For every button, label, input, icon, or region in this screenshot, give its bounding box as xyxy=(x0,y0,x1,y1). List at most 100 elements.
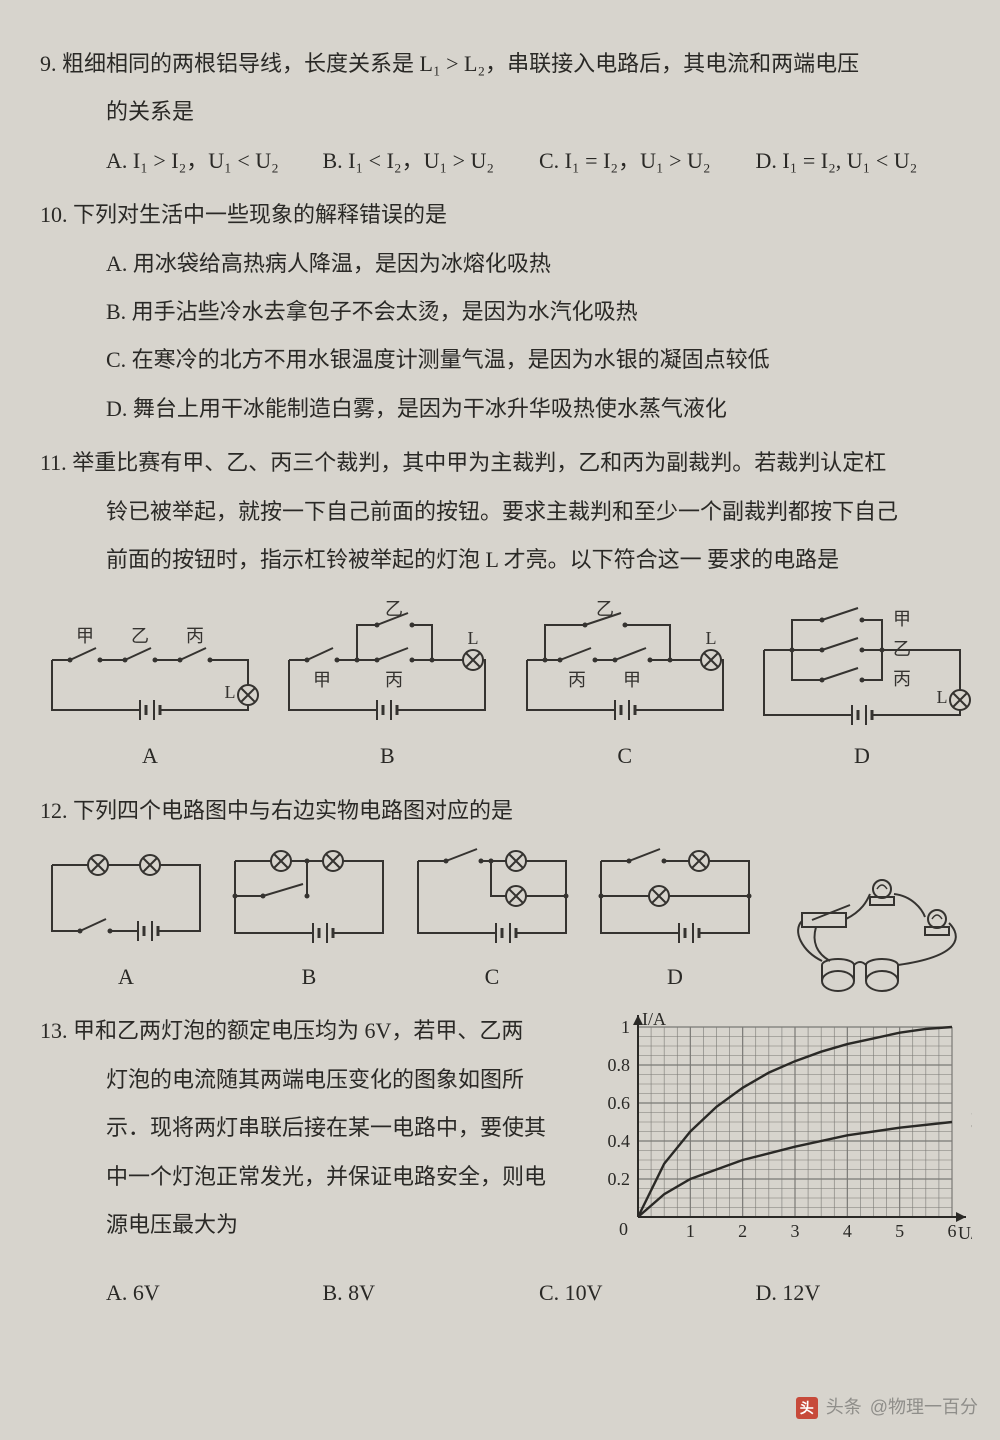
q11-circuit-d-svg: 甲乙丙L xyxy=(752,590,972,730)
svg-text:甲: 甲 xyxy=(970,1016,972,1038)
q12-circuit-b-svg xyxy=(223,841,395,951)
q12-circuits: A B C D xyxy=(40,841,972,1001)
q12-stem: 12. 下列四个电路图中与右边实物电路图对应的是 xyxy=(40,787,972,835)
svg-text:乙: 乙 xyxy=(596,599,614,619)
svg-text:L: L xyxy=(225,682,236,702)
svg-text:丙: 丙 xyxy=(385,670,403,690)
q10-text: 下列对生活中一些现象的解释错误的是 xyxy=(73,202,447,227)
q11-num: 11. xyxy=(40,450,67,475)
question-9: 9. 粗细相同的两根铝导线，长度关系是 L₁ > L₂，串联接入电路后，其电流和… xyxy=(40,40,972,185)
q12-label-c: C xyxy=(485,953,500,1001)
svg-text:1: 1 xyxy=(621,1017,630,1037)
q11-circuit-c: 丙 甲 乙 L C xyxy=(515,590,735,780)
svg-text:0.4: 0.4 xyxy=(608,1131,631,1151)
svg-text:乙: 乙 xyxy=(970,1111,972,1133)
q11-text-2: 铃已被举起，就按一下自己前面的按钮。要求主裁判和至少一个副裁判都按下自己 xyxy=(40,488,972,536)
svg-text:2: 2 xyxy=(738,1221,747,1241)
q13-opt-d: D. 12V xyxy=(756,1269,973,1317)
q11-circuits: L甲乙丙 A 甲乙丙L B 丙甲乙L C 甲乙丙L D xyxy=(40,590,972,780)
q12-circuit-c: C xyxy=(406,841,578,1001)
svg-text:3: 3 xyxy=(791,1221,800,1241)
q13-opt-b: B. 8V xyxy=(323,1269,540,1317)
q13-options: A. 6V B. 8V C. 10V D. 12V xyxy=(40,1269,972,1317)
q12-circuit-a-svg xyxy=(40,841,212,951)
q9-num: 9. xyxy=(40,51,57,76)
watermark-brand: 头条 xyxy=(826,1388,862,1428)
q13-opt-c: C. 10V xyxy=(539,1269,756,1317)
svg-text:甲: 甲 xyxy=(313,670,331,690)
q11-label-d: D xyxy=(854,732,870,780)
q12-circuit-c-svg xyxy=(406,841,578,951)
question-11: 11. 举重比赛有甲、乙、丙三个裁判，其中甲为主裁判，乙和丙为副裁判。若裁判认定… xyxy=(40,439,972,781)
q9-text-2: 的关系是 xyxy=(40,88,972,136)
q11-text-1: 举重比赛有甲、乙、丙三个裁判，其中甲为主裁判，乙和丙为副裁判。若裁判认定杠 xyxy=(72,450,886,475)
question-12: 12. 下列四个电路图中与右边实物电路图对应的是 A B C D xyxy=(40,787,972,1002)
q11-circuit-a: L 甲 乙 丙 A xyxy=(40,590,260,780)
svg-text:6: 6 xyxy=(948,1221,957,1241)
q11-circuit-a-svg: L 甲 乙 丙 xyxy=(40,590,260,730)
svg-text:乙: 乙 xyxy=(385,599,403,619)
q11-text-3: 前面的按钮时，指示杠铃被举起的灯泡 L 才亮。以下符合这一 要求的电路是 xyxy=(40,536,972,584)
svg-text:L: L xyxy=(468,628,479,648)
q12-label-a: A xyxy=(118,953,134,1001)
q12-label-d: D xyxy=(667,953,683,1001)
q12-circuit-a: A xyxy=(40,841,212,1001)
toutiao-logo-icon: 头 xyxy=(796,1397,818,1419)
q13-l1: 甲和乙两灯泡的额定电压均为 6V，若甲、乙两 xyxy=(73,1018,523,1043)
q12-circuit-b: B xyxy=(223,841,395,1001)
svg-text:5: 5 xyxy=(895,1221,904,1241)
q12-num: 12. xyxy=(40,798,68,823)
svg-text:4: 4 xyxy=(843,1221,852,1241)
q11-label-c: C xyxy=(617,732,632,780)
svg-text:甲: 甲 xyxy=(76,626,94,646)
svg-text:1: 1 xyxy=(686,1221,695,1241)
q11-label-b: B xyxy=(380,732,395,780)
svg-text:0.8: 0.8 xyxy=(608,1055,631,1075)
q11-circuit-b-svg: 甲 乙丙 L xyxy=(277,590,497,730)
q10-opt-b: B. 用手沾些冷水去拿包子不会太烫，是因为水汽化吸热 xyxy=(40,288,972,336)
svg-text:甲: 甲 xyxy=(893,609,911,629)
q11-label-a: A xyxy=(142,732,158,780)
q13-text: 13. 甲和乙两灯泡的额定电压均为 6V，若甲、乙两 灯泡的电流随其两端电压变化… xyxy=(40,1007,576,1249)
q11-stem: 11. 举重比赛有甲、乙、丙三个裁判，其中甲为主裁判，乙和丙为副裁判。若裁判认定… xyxy=(40,439,972,487)
q13-l4: 中一个灯泡正常发光，并保证电路安全，则电 xyxy=(40,1153,576,1201)
question-10: 10. 下列对生活中一些现象的解释错误的是 A. 用冰袋给高热病人降温，是因为冰… xyxy=(40,191,972,433)
q10-opt-d: D. 舞台上用干冰能制造白雾，是因为干冰升华吸热使水蒸气液化 xyxy=(40,385,972,433)
q10-opt-c: C. 在寒冷的北方不用水银温度计测量气温，是因为水银的凝固点较低 xyxy=(40,336,972,384)
q13-l3: 示．现将两灯串联后接在某一电路中，要使其 xyxy=(40,1104,576,1152)
svg-text:L: L xyxy=(936,687,947,707)
q12-physical-svg xyxy=(772,861,972,1001)
q9-opt-c: C. I₁ = I₂，U₁ > U₂ xyxy=(539,137,756,185)
q13-num: 13. xyxy=(40,1018,68,1043)
svg-text:U/V: U/V xyxy=(958,1223,972,1243)
svg-text:I/A: I/A xyxy=(642,1009,666,1029)
q11-circuit-c-svg: 丙 甲 乙 L xyxy=(515,590,735,730)
svg-text:甲: 甲 xyxy=(623,670,641,690)
svg-text:L: L xyxy=(705,628,716,648)
watermark: 头 头条 @物理一百分 xyxy=(796,1388,978,1428)
q13-opt-a: A. 6V xyxy=(106,1269,323,1317)
q13-chart-svg: 1234560.20.40.60.810U/VI/A甲乙 xyxy=(592,1007,972,1247)
q10-num: 10. xyxy=(40,202,68,227)
q9-opt-d: D. I₁ = I₂, U₁ < U₂ xyxy=(756,137,973,185)
q13-chart: 1234560.20.40.60.810U/VI/A甲乙 xyxy=(592,1007,972,1264)
q11-circuit-d: 甲乙丙L D xyxy=(752,590,972,780)
watermark-handle: @物理一百分 xyxy=(870,1388,978,1428)
svg-text:0: 0 xyxy=(619,1219,628,1239)
q12-physical xyxy=(772,861,972,1001)
q9-opt-b: B. I₁ < I₂，U₁ > U₂ xyxy=(323,137,540,185)
q12-label-b: B xyxy=(302,953,317,1001)
q10-stem: 10. 下列对生活中一些现象的解释错误的是 xyxy=(40,191,972,239)
q13-l2: 灯泡的电流随其两端电压变化的图象如图所 xyxy=(40,1056,576,1104)
question-13: 13. 甲和乙两灯泡的额定电压均为 6V，若甲、乙两 灯泡的电流随其两端电压变化… xyxy=(40,1007,972,1317)
q9-text-1: 粗细相同的两根铝导线，长度关系是 L₁ > L₂，串联接入电路后，其电流和两端电… xyxy=(62,51,859,76)
q9-options: A. I₁ > I₂，U₁ < U₂ B. I₁ < I₂，U₁ > U₂ C.… xyxy=(40,137,972,185)
q10-opt-a: A. 用冰袋给高热病人降温，是因为冰熔化吸热 xyxy=(40,240,972,288)
svg-text:丙: 丙 xyxy=(568,670,586,690)
q12-circuit-d: D xyxy=(589,841,761,1001)
svg-text:丙: 丙 xyxy=(893,669,911,689)
svg-text:丙: 丙 xyxy=(186,626,204,646)
svg-text:乙: 乙 xyxy=(131,626,149,646)
q11-circuit-b: 甲 乙丙 L B xyxy=(277,590,497,780)
q13-stem: 13. 甲和乙两灯泡的额定电压均为 6V，若甲、乙两 xyxy=(40,1007,576,1055)
